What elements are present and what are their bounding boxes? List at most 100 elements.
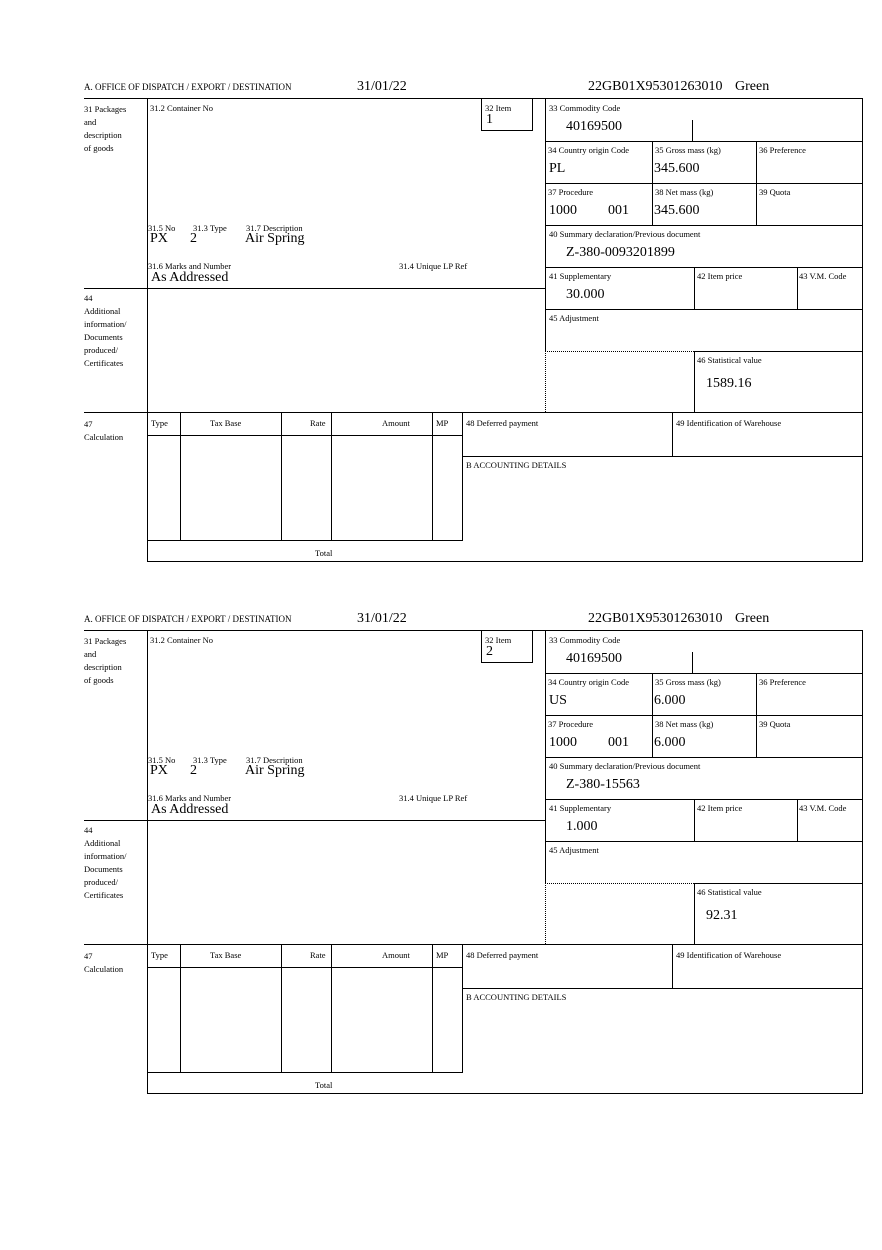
form-rule-line bbox=[432, 944, 433, 1072]
description-value: Air Spring bbox=[245, 231, 305, 246]
office-header: A. OFFICE OF DISPATCH / EXPORT / DESTINA… bbox=[84, 614, 292, 624]
net-label: 38 Net mass (kg) bbox=[655, 187, 714, 197]
route-colour: Green bbox=[735, 79, 770, 94]
quota-label: 39 Quota bbox=[759, 187, 791, 197]
unique-ref-label: 31.4 Unique LP Ref bbox=[399, 261, 468, 271]
form-rule-line bbox=[281, 412, 282, 540]
gross-value: 345.600 bbox=[654, 161, 700, 176]
marks-value: As Addressed bbox=[151, 802, 229, 817]
form-rule-line bbox=[481, 662, 533, 663]
deferred-payment-label: 48 Deferred payment bbox=[466, 418, 539, 428]
procedure-label: 37 Procedure bbox=[548, 719, 594, 729]
form-rule-line: and bbox=[84, 117, 97, 127]
container-no-label: 31.2 Container No bbox=[150, 635, 214, 645]
form-rule-line bbox=[147, 967, 463, 968]
statistical-value: 92.31 bbox=[706, 908, 738, 923]
form-rule-line bbox=[545, 757, 863, 758]
form-rule-line bbox=[694, 351, 863, 352]
origin-value: PL bbox=[549, 161, 566, 176]
form-rule-line bbox=[694, 799, 695, 841]
item-label: 32 Item bbox=[485, 635, 512, 645]
marks-value: As Addressed bbox=[151, 270, 229, 285]
supplementary-label: 41 Supplementary bbox=[549, 271, 612, 281]
item-price-label: 42 Item price bbox=[697, 271, 743, 281]
calc-header-mp: MP bbox=[436, 418, 449, 428]
form-rule-line bbox=[545, 630, 546, 883]
container-no-label: 31.2 Container No bbox=[150, 103, 214, 113]
form-rule-line: 31 Packages bbox=[84, 636, 127, 646]
form-rule-line: 31 Packages bbox=[84, 104, 127, 114]
route-colour: Green bbox=[735, 611, 770, 626]
form-rule-line bbox=[545, 183, 863, 184]
form-rule-line: Calculation bbox=[84, 964, 124, 974]
origin-label: 34 Country origin Code bbox=[548, 677, 629, 687]
net-value: 6.000 bbox=[654, 735, 686, 750]
form-rule-line bbox=[84, 820, 546, 821]
form-rule-line: Additional bbox=[84, 838, 121, 848]
total-label: Total bbox=[315, 548, 333, 558]
box31-label: 31 Packages and description of goods bbox=[84, 635, 126, 687]
form-rule-line bbox=[545, 351, 546, 412]
form-rule-line bbox=[84, 944, 863, 945]
box44-label: 44 Additional information/Documents produce… bbox=[84, 824, 127, 902]
form-rule-line: information/ bbox=[84, 851, 127, 861]
origin-value: US bbox=[549, 693, 567, 708]
pkg-no-label: 31.5 No bbox=[148, 755, 176, 765]
marks-label: 31.6 Marks and Number bbox=[148, 261, 232, 271]
procedure-value: 1000 bbox=[549, 203, 577, 218]
form-rule-line bbox=[545, 225, 863, 226]
declaration-date: 31/01/22 bbox=[357, 79, 407, 94]
statistical-value: 1589.16 bbox=[706, 376, 752, 391]
pkg-no-label: 31.5 No bbox=[148, 223, 176, 233]
item-block: A. OFFICE OF DISPATCH / EXPORT / DESTINA… bbox=[0, 532, 882, 1094]
adjustment-label: 45 Adjustment bbox=[549, 313, 599, 323]
gross-label: 35 Gross mass (kg) bbox=[655, 145, 721, 155]
marks-label: 31.6 Marks and Number bbox=[148, 793, 232, 803]
form-rule-line bbox=[862, 98, 863, 562]
previous-document-value: Z-380-15563 bbox=[566, 777, 640, 792]
form-rule-line bbox=[545, 883, 694, 884]
form-rule-line bbox=[532, 98, 533, 130]
form-rule-line bbox=[797, 799, 798, 841]
gross-value: 6.000 bbox=[654, 693, 686, 708]
previous-document-value: Z-380-0093201899 bbox=[566, 245, 675, 260]
form-rule-line: of goods bbox=[84, 143, 114, 153]
form-rule-line bbox=[545, 141, 863, 142]
declaration-reference: 22GB01X95301263010 bbox=[588, 611, 723, 626]
accounting-label: B ACCOUNTING DETAILS bbox=[466, 992, 567, 1002]
form-rule-line bbox=[545, 883, 546, 944]
form-rule-line bbox=[147, 630, 148, 1094]
adjustment-label: 45 Adjustment bbox=[549, 845, 599, 855]
form-rule-line: Documents bbox=[84, 864, 123, 874]
accounting-label: B ACCOUNTING DETAILS bbox=[466, 460, 567, 470]
declaration-date: 31/01/22 bbox=[357, 611, 407, 626]
form-rule-line bbox=[545, 309, 863, 310]
form-rule-line bbox=[545, 841, 863, 842]
item-number: 2 bbox=[486, 644, 493, 659]
pkg-type-value: 2 bbox=[190, 231, 197, 246]
statistical-label: 46 Statistical value bbox=[697, 887, 762, 897]
form-rule-line: Certificates bbox=[84, 890, 124, 900]
calc-header-tax-base: Tax Base bbox=[210, 418, 242, 428]
form-rule-line bbox=[331, 944, 332, 1072]
deferred-payment-label: 48 Deferred payment bbox=[466, 950, 539, 960]
description-value: Air Spring bbox=[245, 763, 305, 778]
form-rule-line: 44 bbox=[84, 293, 93, 303]
form-rule-line bbox=[147, 561, 863, 562]
vm-code-label: 43 V.M. Code bbox=[799, 271, 847, 281]
unique-ref-label: 31.4 Unique LP Ref bbox=[399, 793, 468, 803]
form-rule-line bbox=[545, 715, 863, 716]
form-rule-line bbox=[84, 630, 863, 631]
pkg-type-value: 2 bbox=[190, 763, 197, 778]
warehouse-label: 49 Identification of Warehouse bbox=[676, 950, 782, 960]
commodity-label: 33 Commodity Code bbox=[549, 103, 621, 113]
gross-label: 35 Gross mass (kg) bbox=[655, 677, 721, 687]
item-price-label: 42 Item price bbox=[697, 803, 743, 813]
calc-header-type: Type bbox=[151, 950, 168, 960]
form-rule-line bbox=[84, 412, 863, 413]
item-label: 32 Item bbox=[485, 103, 512, 113]
pkg-type-label: 31.3 Type bbox=[193, 755, 227, 765]
form-rule-line bbox=[672, 412, 673, 456]
form-rule-line bbox=[462, 412, 463, 540]
form-rule-line bbox=[692, 120, 693, 141]
